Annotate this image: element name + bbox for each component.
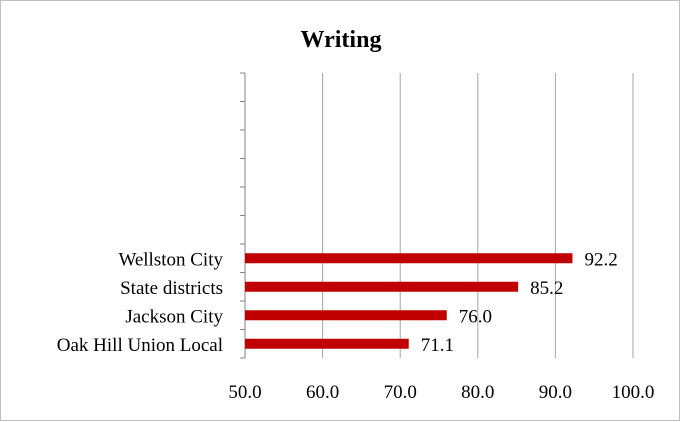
category-label: Jackson City — [125, 306, 223, 327]
x-tick-label: 60.0 — [306, 382, 339, 403]
data-label: 92.2 — [584, 249, 617, 270]
chart-title: Writing — [300, 27, 382, 53]
category-label: State districts — [120, 278, 223, 299]
bar — [245, 310, 447, 321]
category-label: Oak Hill Union Local — [57, 335, 223, 356]
category-label: Wellston City — [118, 249, 223, 270]
data-label: 71.1 — [421, 335, 454, 356]
bar — [245, 253, 573, 264]
x-tick-label: 70.0 — [384, 382, 417, 403]
x-tick-label: 90.0 — [539, 382, 572, 403]
x-tick-label: 80.0 — [461, 382, 494, 403]
data-label: 85.2 — [530, 278, 563, 299]
x-tick-label: 100.0 — [612, 382, 655, 403]
bar — [245, 338, 409, 349]
x-tick-label: 50.0 — [228, 382, 261, 403]
bar — [245, 281, 519, 292]
data-label: 76.0 — [459, 306, 492, 327]
